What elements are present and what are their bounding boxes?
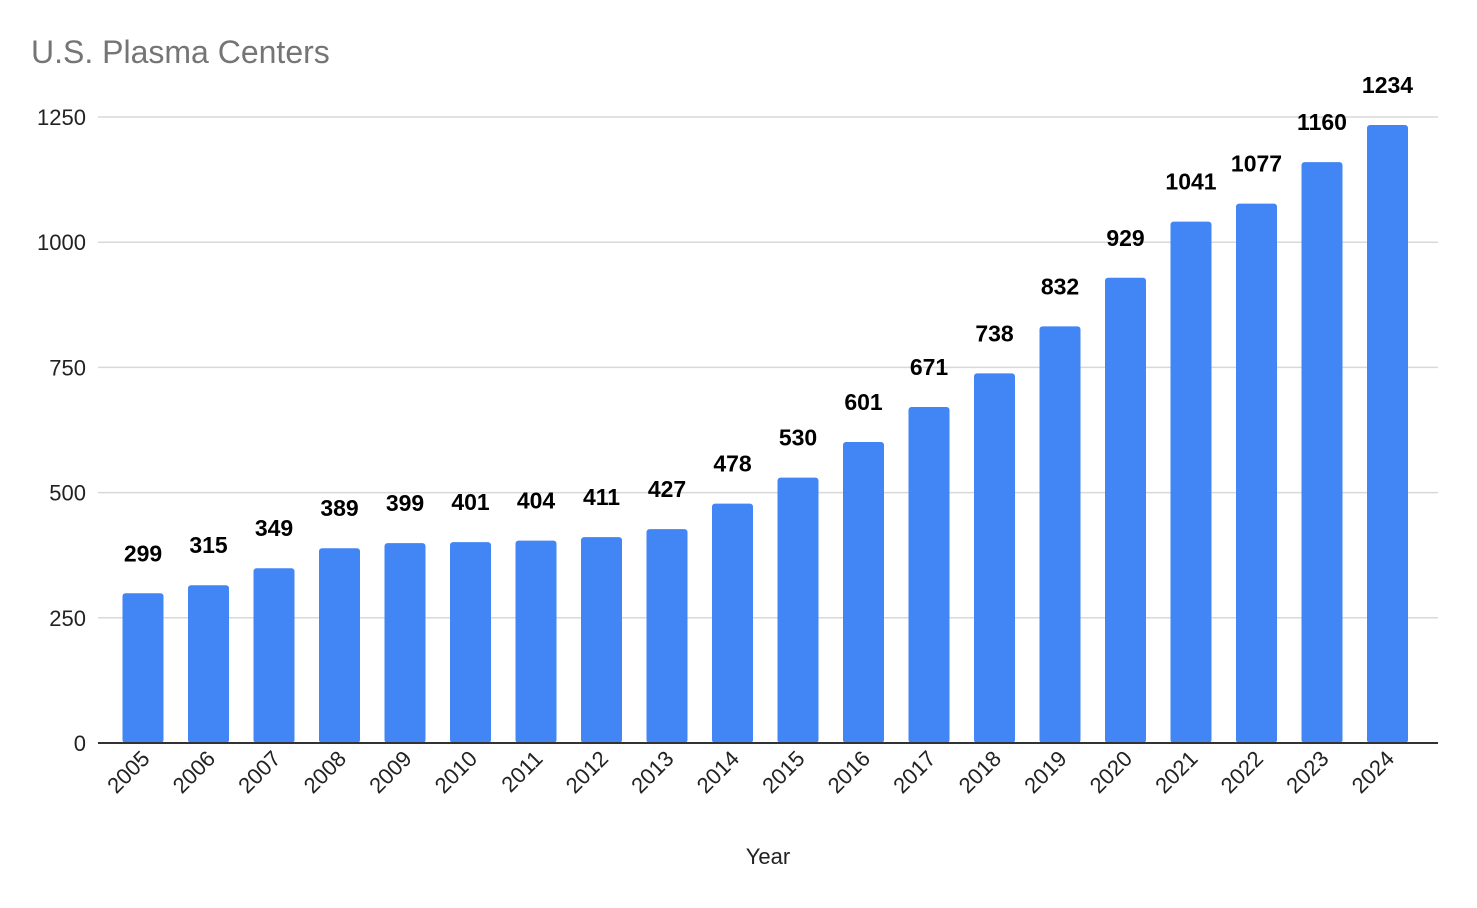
data-label: 601 [844,389,883,415]
data-label: 399 [386,490,424,516]
x-tick-label: 2014 [692,746,744,798]
x-tick-label: 2007 [233,746,285,798]
data-label: 478 [713,451,752,477]
data-label: 404 [517,488,556,514]
y-tick-label: 0 [74,731,86,756]
chart-title: U.S. Plasma Centers [31,34,330,70]
data-label: 1077 [1231,151,1282,177]
y-axis-ticks: 0 250 500 750 1000 1250 [37,105,86,756]
bar [908,406,950,743]
bar [1367,125,1408,743]
y-tick-label: 1000 [37,230,86,255]
x-tick-label: 2020 [1085,746,1137,798]
data-label: 389 [320,495,358,521]
data-label: 349 [255,515,293,541]
data-label: 832 [1041,273,1079,299]
data-label: 738 [975,320,1014,346]
x-tick-label: 2015 [757,746,809,798]
x-tick-label: 2022 [1216,746,1268,798]
data-label: 1160 [1297,109,1347,135]
x-tick-label: 2017 [888,746,940,798]
bar [974,373,1015,743]
bar [515,540,557,743]
bar [1039,326,1081,743]
bar [1170,221,1212,743]
x-tick-label: 2012 [561,746,613,798]
bars [122,125,1408,743]
data-label: 671 [910,354,949,380]
bar [646,529,688,743]
bar [1105,277,1146,743]
x-tick-label: 2008 [299,746,351,798]
y-tick-label: 750 [49,355,86,380]
x-tick-label: 2021 [1150,746,1202,798]
bar [712,503,753,743]
x-tick-label: 2006 [168,746,220,798]
y-tick-label: 500 [49,481,86,506]
bar [1236,203,1277,743]
bar [384,543,426,743]
data-label: 299 [124,540,162,566]
data-label: 929 [1106,225,1144,251]
bar [319,548,360,743]
x-tick-label: 2019 [1019,746,1071,798]
x-tick-label: 2024 [1347,746,1399,798]
x-tick-label: 2010 [430,746,482,798]
data-label: 530 [779,425,817,451]
y-tick-label: 1250 [37,105,86,130]
bar [1301,162,1343,743]
data-label: 1234 [1362,72,1413,98]
bar [777,477,819,743]
x-tick-label: 2005 [102,746,154,798]
x-axis-ticks: 2005 2006 2007 2008 2009 2010 2011 2012 2013 2014… [102,746,1399,798]
data-label: 427 [648,476,686,502]
x-tick-label: 2009 [364,746,416,798]
x-tick-label: 2013 [626,746,678,798]
y-tick-label: 250 [49,606,86,631]
data-labels: 299 315 349 389 399 401 404 411 427 478 530 601 671 7… [124,72,1413,566]
x-tick-label: 2016 [823,746,875,798]
data-label: 401 [451,489,490,515]
x-tick-label: 2011 [496,746,547,797]
x-tick-label: 2023 [1281,746,1333,798]
x-axis-title: Year [746,844,790,869]
data-label: 411 [583,484,620,510]
data-label: 315 [189,532,228,558]
bar [843,442,884,743]
bar [581,537,622,743]
bar [122,593,164,743]
data-label: 1041 [1165,169,1216,195]
bar [253,568,295,743]
bar [450,542,491,743]
bar [188,585,229,743]
x-tick-label: 2018 [954,746,1006,798]
